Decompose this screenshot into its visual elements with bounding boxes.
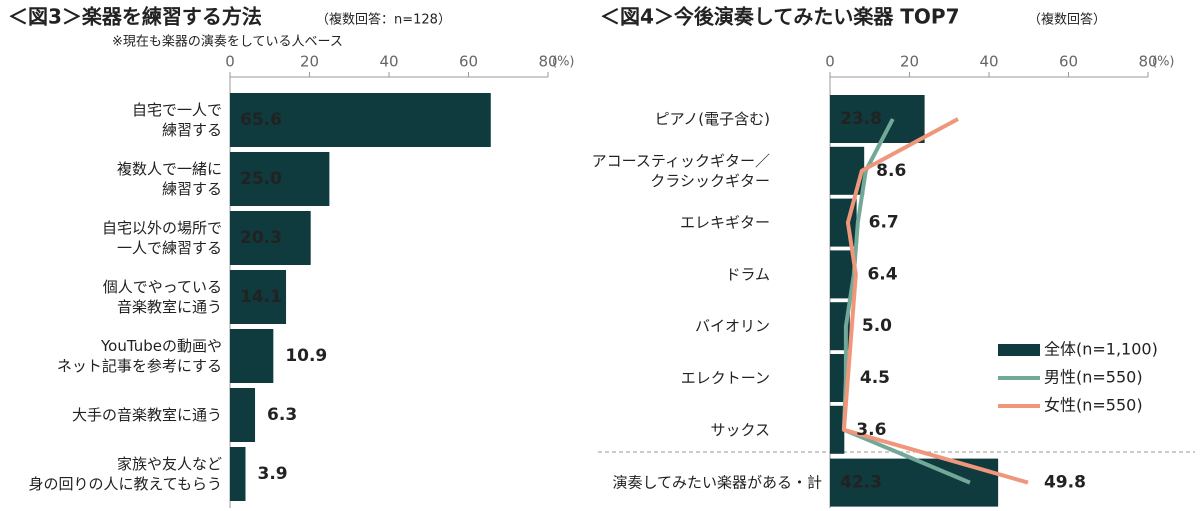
value-label: 3.9: [258, 464, 288, 484]
x-tick-label: 0: [225, 53, 235, 71]
value-label: 25.0: [240, 169, 282, 189]
legend-label: 男性(n=550): [1044, 368, 1143, 387]
chart-note: ※現在も楽器の演奏をしている人ベース: [112, 34, 343, 50]
category-label: エレキギター: [680, 213, 770, 231]
value-label: 49.8: [1044, 473, 1086, 493]
value-label: 23.8: [840, 109, 882, 129]
x-tick-label: 40: [979, 53, 998, 71]
legend-swatch: [998, 344, 1040, 356]
bar: [230, 152, 330, 206]
bar: [230, 93, 491, 147]
value-label: 42.3: [840, 473, 882, 493]
x-tick-label: 0: [825, 53, 835, 71]
bar: [830, 405, 845, 454]
x-tick-label: 20: [900, 53, 919, 71]
category-label: 個人でやっている音楽教室に通う: [103, 278, 222, 316]
value-label: 6.4: [867, 264, 897, 284]
bar: [230, 447, 246, 501]
category-label: エレクトーン: [681, 369, 770, 387]
value-label: 6.7: [869, 213, 899, 233]
category-label: 複数人で一緒に練習する: [117, 160, 222, 198]
value-label: 8.6: [876, 161, 906, 181]
category-label: バイオリン: [695, 317, 770, 335]
x-tick-label: 20: [300, 53, 319, 71]
value-label: 20.3: [240, 228, 282, 248]
category-label: 自宅以外の場所で一人で練習する: [102, 219, 222, 257]
legend-label: 女性(n=550): [1044, 396, 1143, 415]
category-label: ピアノ(電子含む): [655, 110, 770, 128]
category-label: YouTubeの動画やネット記事を参考にする: [57, 337, 222, 375]
bar: [830, 95, 925, 143]
category-label: アコースティックギター／クラシックギター: [592, 151, 770, 189]
category-label: 演奏してみたい楽器がある・計: [612, 473, 822, 491]
axis-unit: (%): [1152, 55, 1175, 70]
axis-unit: (%): [552, 55, 575, 70]
x-tick-label: 40: [379, 53, 398, 71]
chart-subtitle: （複数回答：n=128）: [316, 12, 451, 28]
value-label: 14.1: [240, 287, 282, 307]
chart-subtitle: （複数回答）: [1028, 12, 1106, 28]
value-label: 4.5: [860, 368, 890, 388]
bar: [230, 388, 256, 442]
chart-title: ＜図3＞楽器を練習する方法: [8, 5, 262, 29]
chart-title: ＜図4＞今後演奏してみたい楽器 TOP7: [600, 5, 960, 29]
value-label: 3.6: [856, 420, 886, 440]
category-label: 大手の音楽教室に通う: [72, 406, 222, 424]
bar: [230, 329, 274, 383]
value-label: 65.6: [240, 110, 282, 130]
legend-label: 全体(n=1,100): [1044, 340, 1158, 359]
bar: [230, 211, 311, 265]
x-tick-label: 60: [459, 53, 478, 71]
line-series: [841, 117, 1029, 485]
value-label: 10.9: [285, 346, 327, 366]
category-label: サックス: [710, 420, 770, 438]
x-tick-label: 80: [1138, 53, 1157, 71]
x-tick-label: 60: [1059, 53, 1078, 71]
category-label: ドラム: [725, 265, 770, 283]
category-label: 家族や友人など身の回りの人に教えてもらう: [28, 455, 222, 493]
bar: [830, 354, 848, 402]
x-tick-label: 80: [538, 53, 557, 71]
category-label: 自宅で一人で練習する: [132, 101, 222, 139]
value-label: 6.3: [267, 405, 297, 425]
value-label: 5.0: [862, 316, 892, 336]
bar: [230, 270, 287, 324]
